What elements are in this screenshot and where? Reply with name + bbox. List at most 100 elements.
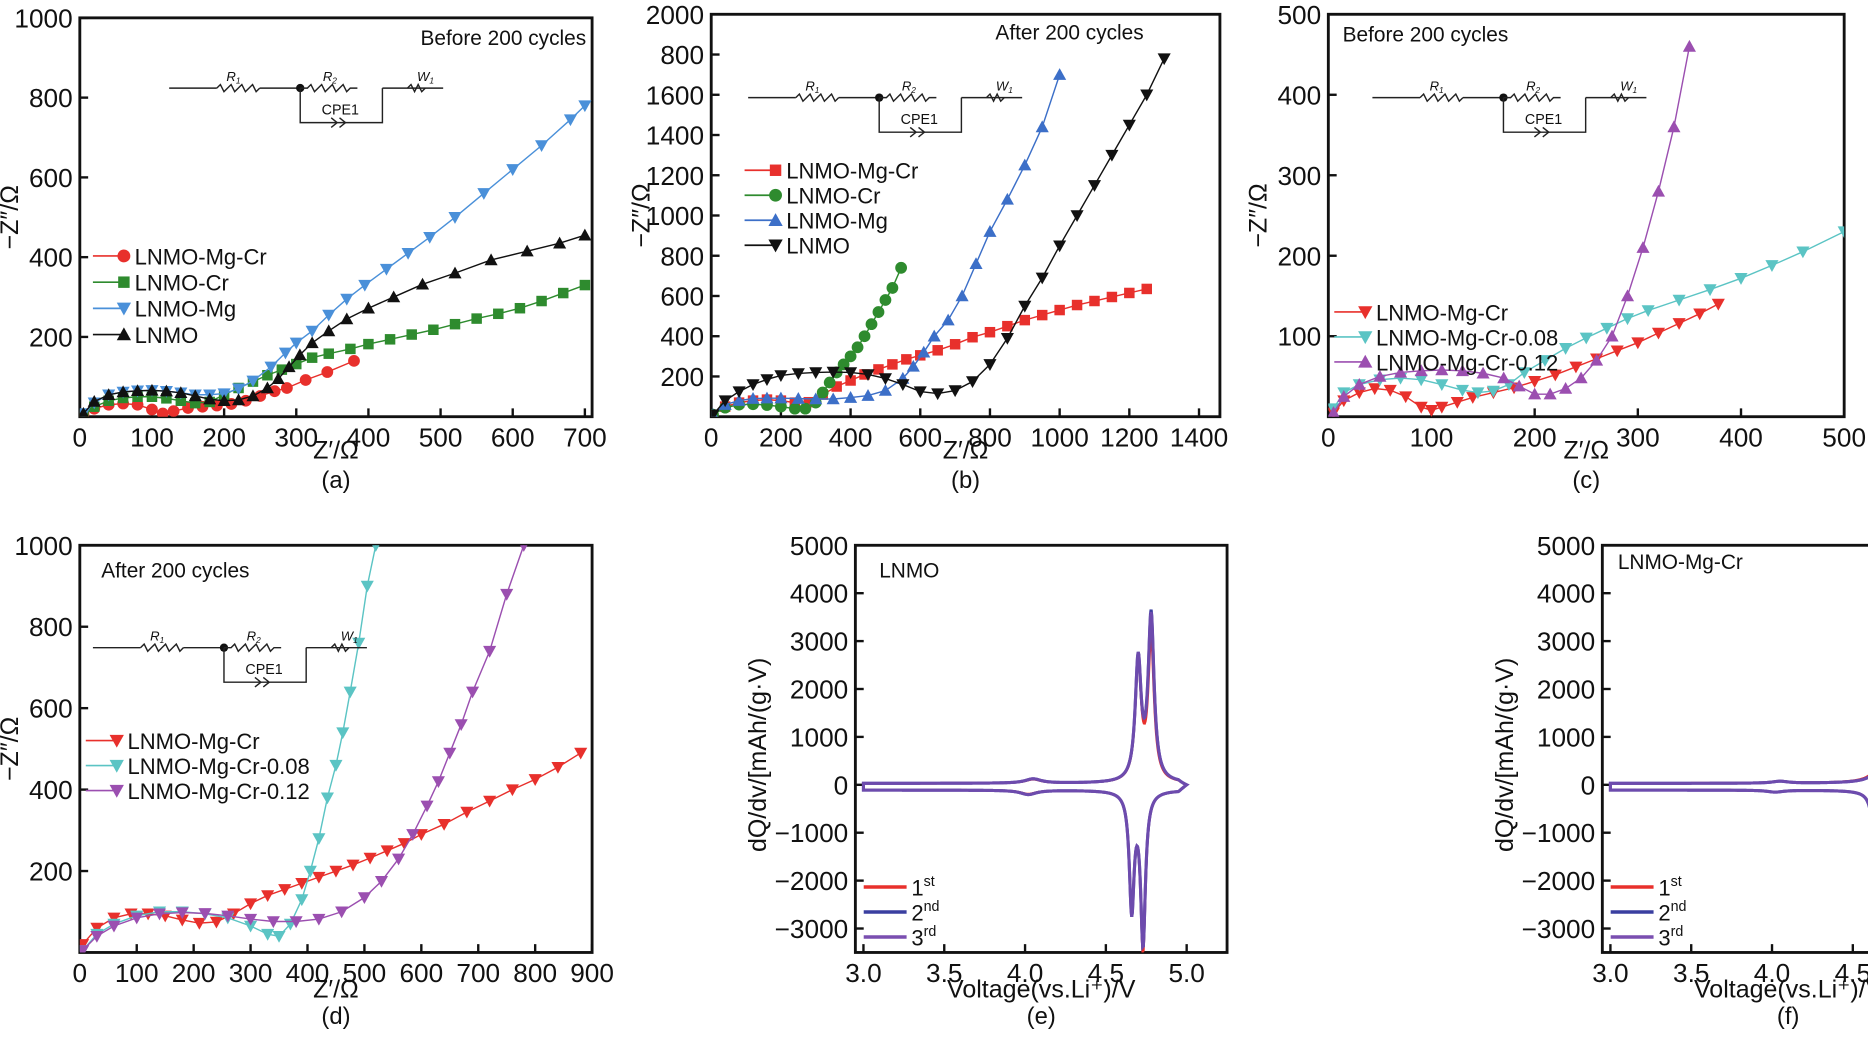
data-point	[872, 306, 885, 318]
data-point	[1455, 384, 1470, 397]
data-point	[1476, 366, 1490, 379]
data-point	[291, 358, 302, 370]
data-point	[1517, 367, 1531, 379]
chart-annotation: LNMO	[879, 559, 939, 582]
x-tick-label: 200	[759, 422, 803, 452]
data-point	[826, 392, 840, 405]
legend-marker	[109, 734, 124, 748]
data-point	[306, 352, 318, 363]
y-tick-label: 3000	[790, 627, 848, 657]
data-point	[873, 364, 884, 375]
data-point	[1414, 374, 1428, 387]
chart-annotation: LNMO-Mg-Cr	[1618, 551, 1743, 574]
label-w1-sub: 1	[429, 75, 434, 85]
data-point	[1071, 299, 1083, 311]
data-point	[1018, 300, 1032, 313]
data-point	[1435, 363, 1449, 376]
panel-f: 3.03.54.04.55.0−3000−2000−10000100020003…	[1491, 531, 1868, 1030]
legend-label: 1st	[911, 874, 934, 901]
data-point	[878, 383, 892, 396]
plot-area	[861, 609, 1190, 953]
data-point	[360, 580, 374, 593]
x-tick-label: 400	[1719, 422, 1763, 452]
data-point	[374, 875, 389, 888]
data-point	[1393, 365, 1408, 378]
x-tick-label: 300	[229, 958, 273, 988]
series-line	[712, 58, 1165, 416]
data-point	[1620, 289, 1635, 302]
label-w1-main: W	[996, 78, 1010, 93]
resistor-r1	[216, 83, 261, 93]
data-point	[760, 391, 774, 404]
data-point	[1682, 39, 1696, 52]
plot-frame	[78, 543, 594, 954]
legend-label: LNMO	[786, 234, 850, 259]
data-point	[352, 637, 366, 650]
data-point	[261, 928, 275, 941]
y-tick-label: 600	[29, 694, 73, 724]
y-tick-label: 1000	[646, 201, 704, 231]
legend-item: LNMO-Mg-Cr	[92, 244, 267, 269]
label-w1-main: W	[1620, 78, 1634, 93]
data-point	[87, 394, 101, 407]
data-point	[1424, 405, 1439, 417]
data-point	[984, 326, 996, 338]
data-point	[392, 853, 406, 866]
legend-label-main: 1	[1658, 875, 1670, 900]
data-point	[1548, 369, 1562, 382]
data-point	[1765, 260, 1779, 272]
label-r1: R1	[150, 629, 164, 645]
y-tick-label: 0	[1581, 770, 1596, 800]
legend-marker	[109, 784, 124, 798]
y-tick-label: 400	[29, 243, 73, 273]
legend-item: 3rd	[863, 924, 936, 950]
data-point	[271, 372, 285, 385]
legend-label-main: 3	[1658, 925, 1670, 950]
y-tick-label: 1200	[646, 161, 704, 191]
data-point	[574, 747, 588, 760]
x-tick-label: 1000	[1031, 422, 1089, 452]
data-point	[1651, 184, 1666, 197]
data-point	[1352, 387, 1366, 400]
label-w1: W1	[1620, 78, 1637, 94]
series-line	[82, 545, 377, 951]
panel-c: 0 100 200 300 400 500 100 200 300 400 500 LNMO-Mg-C…	[1244, 0, 1866, 494]
data-point	[774, 391, 788, 404]
data-point	[79, 406, 89, 417]
label-w1-main: W	[341, 629, 355, 644]
resistor-r2	[223, 642, 282, 653]
data-point	[1435, 401, 1449, 414]
legend-marker	[769, 188, 782, 202]
data-point	[1693, 308, 1707, 321]
label-r1-sub: 1	[236, 75, 241, 85]
data-point	[932, 345, 943, 356]
data-point	[1703, 284, 1717, 297]
data-point	[483, 645, 497, 658]
data-point	[1631, 337, 1645, 350]
data-point	[845, 375, 856, 386]
label-r2: R2	[323, 69, 337, 85]
legend-item: LNMO-Cr	[92, 271, 229, 296]
data-point	[305, 325, 319, 338]
data-point	[262, 369, 273, 381]
legend-label: 2nd	[911, 899, 939, 926]
data-point	[1497, 371, 1511, 384]
label-r1-sub: 1	[815, 85, 820, 95]
data-point	[329, 759, 343, 772]
label-r2-sub: 2	[1535, 85, 1541, 95]
x-axis-label: Z′/Ω	[313, 976, 359, 1004]
data-point	[1620, 313, 1635, 326]
data-point	[246, 375, 260, 388]
x-tick-label: 500	[1822, 422, 1866, 452]
data-point	[865, 318, 878, 331]
label-r2-main: R	[1526, 78, 1536, 93]
data-point	[102, 388, 116, 401]
y-tick-label: 600	[660, 282, 704, 312]
series-curve-2nd	[1608, 775, 1868, 809]
data-point	[161, 393, 172, 404]
data-point	[809, 367, 823, 379]
data-point	[949, 339, 961, 350]
panel-b: 0 200 400 600 800 1000 1200 1400200400600800100…	[627, 0, 1228, 494]
